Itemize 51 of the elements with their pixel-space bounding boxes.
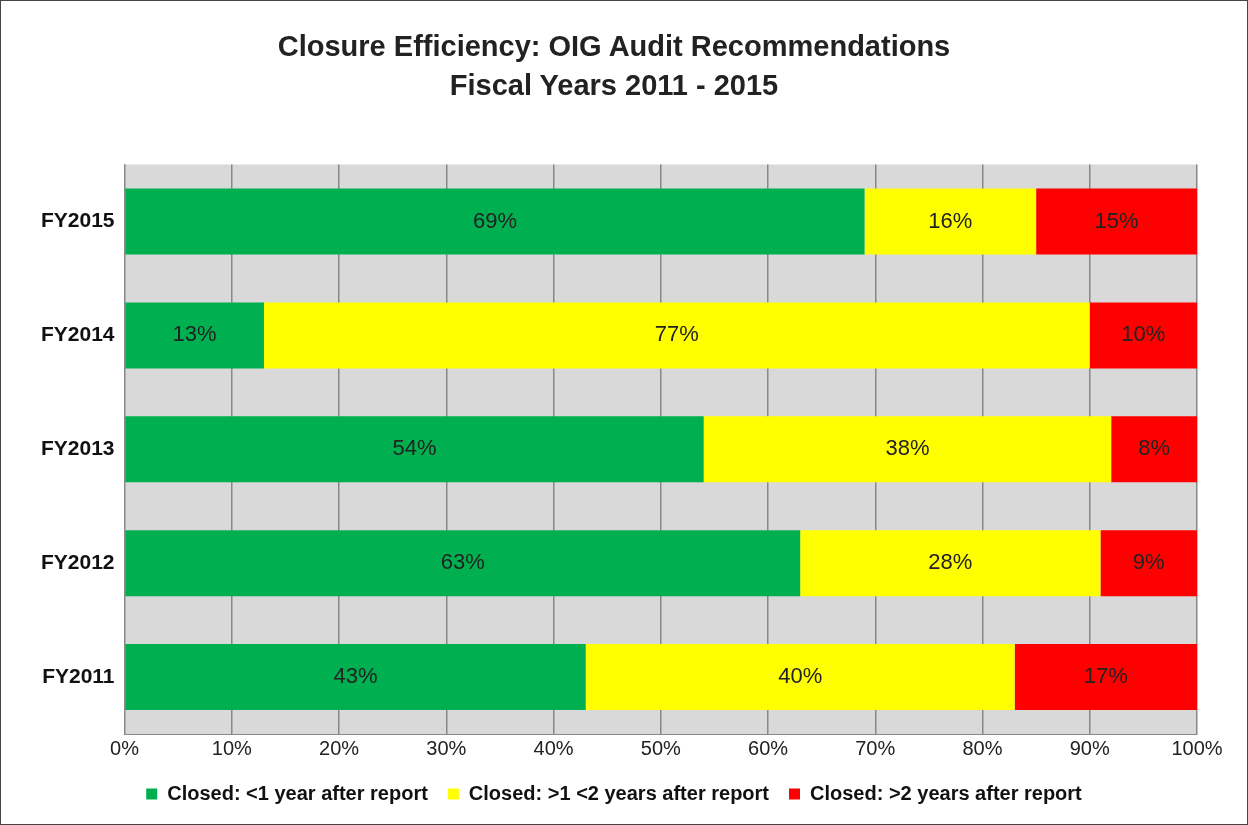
chart-subtitle: Fiscal Years 2011 - 2015 bbox=[449, 69, 779, 102]
data-label: 10% bbox=[1121, 321, 1166, 347]
x-tick-label: 60% bbox=[748, 736, 789, 759]
data-label: 38% bbox=[885, 435, 930, 461]
x-tick-label: 40% bbox=[533, 736, 574, 759]
x-tick-label: 70% bbox=[855, 736, 896, 759]
data-label: 54% bbox=[392, 435, 437, 461]
x-tick-label: 30% bbox=[426, 736, 467, 759]
legend-label: Closed: >1 <2 years after report bbox=[468, 781, 770, 804]
bar bbox=[585, 644, 1015, 711]
bar bbox=[125, 530, 801, 597]
data-label: 16% bbox=[928, 207, 973, 233]
bar bbox=[1100, 530, 1197, 597]
bar bbox=[125, 188, 865, 255]
data-label: 9% bbox=[1132, 549, 1165, 575]
x-tick-label: 80% bbox=[962, 736, 1003, 759]
bar bbox=[800, 530, 1101, 597]
data-label: 15% bbox=[1094, 207, 1139, 233]
y-tick-label: FY2012 bbox=[40, 549, 115, 573]
data-label: 40% bbox=[778, 663, 823, 689]
x-tick-label: 100% bbox=[1171, 736, 1223, 759]
y-tick-label: FY2014 bbox=[40, 322, 115, 346]
x-tick-label: 90% bbox=[1069, 736, 1110, 759]
y-tick-label: FY2015 bbox=[40, 208, 115, 232]
bar bbox=[703, 416, 1112, 483]
data-label: 69% bbox=[472, 207, 517, 233]
bar bbox=[1036, 188, 1197, 255]
data-label: 28% bbox=[928, 549, 973, 575]
bar bbox=[125, 416, 704, 483]
x-tick-label: 20% bbox=[319, 736, 360, 759]
bar bbox=[1089, 302, 1197, 369]
y-tick-label: FY2011 bbox=[42, 663, 115, 687]
data-label: 63% bbox=[440, 549, 485, 575]
legend-label: Closed: <1 year after report bbox=[167, 781, 429, 804]
y-tick-label: FY2013 bbox=[40, 436, 115, 460]
x-tick-label: 50% bbox=[640, 736, 682, 759]
data-label: 8% bbox=[1138, 435, 1170, 461]
bar bbox=[125, 644, 586, 711]
bar bbox=[125, 302, 264, 369]
x-tick-label: 0% bbox=[110, 736, 140, 759]
bar bbox=[263, 302, 1090, 369]
bar bbox=[1014, 644, 1197, 711]
bar bbox=[864, 188, 1037, 255]
bar bbox=[1111, 416, 1197, 483]
data-label: 17% bbox=[1083, 663, 1128, 689]
chart-title: Closure Efficiency: OIG Audit Recommendations bbox=[277, 30, 951, 63]
data-label: 43% bbox=[333, 663, 378, 689]
data-label: 77% bbox=[654, 321, 699, 347]
x-tick-label: 10% bbox=[211, 736, 253, 759]
data-label: 13% bbox=[172, 321, 217, 347]
legend-label: Closed: >2 years after report bbox=[810, 781, 1083, 804]
